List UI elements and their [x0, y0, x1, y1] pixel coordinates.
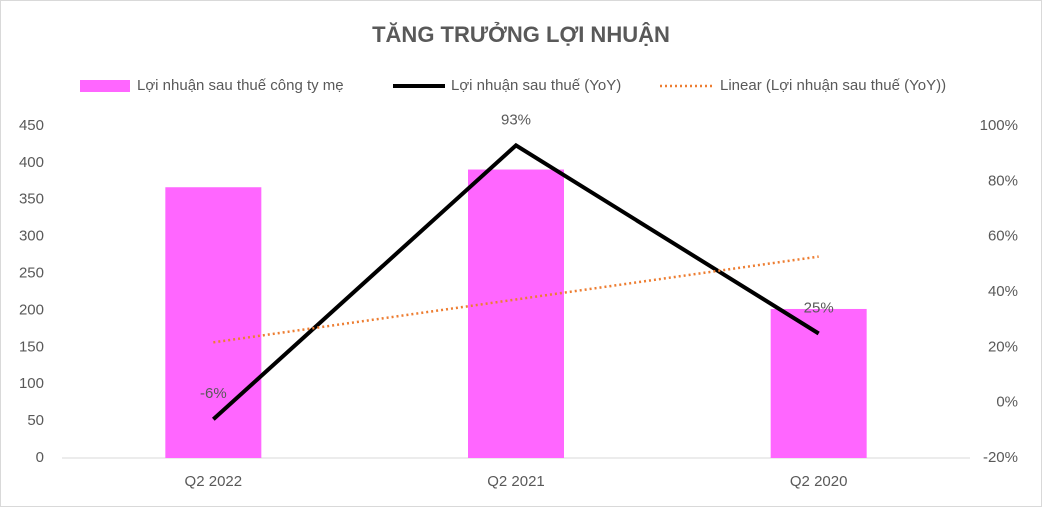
- legend-label: Lợi nhuận sau thuế (YoY): [451, 77, 621, 94]
- bar: [165, 187, 262, 459]
- data-label: -6%: [200, 385, 227, 402]
- x-tick-label: Q2 2020: [790, 473, 848, 490]
- y2-tick-label: 40%: [988, 283, 1018, 300]
- legend-label: Linear (Lợi nhuận sau thuế (YoY)): [720, 77, 946, 94]
- y2-tick-label: 60%: [988, 228, 1018, 245]
- y-tick-label: 350: [19, 191, 44, 208]
- y-tick-label: 250: [19, 265, 44, 282]
- trendline: [213, 255, 819, 344]
- y2-tick-label: 0%: [996, 394, 1018, 411]
- y-tick-label: 0: [36, 449, 44, 466]
- bar: [468, 169, 564, 459]
- legend-label: Lợi nhuận sau thuế công ty mẹ: [137, 77, 344, 94]
- y-tick-label: 200: [19, 301, 44, 318]
- legend-swatch: [80, 80, 130, 92]
- data-label: 93%: [501, 111, 531, 128]
- x-tick-label: Q2 2022: [185, 473, 243, 490]
- y2-tick-label: 80%: [988, 172, 1018, 189]
- y-tick-label: 300: [19, 228, 44, 245]
- y-tick-label: 50: [27, 412, 44, 429]
- y2-tick-label: -20%: [983, 449, 1018, 466]
- data-label: 25%: [804, 299, 834, 316]
- y-tick-label: 450: [19, 117, 44, 134]
- chart-title: TĂNG TRƯỞNG LỢI NHUẬN: [372, 22, 670, 47]
- bar: [770, 308, 867, 458]
- y2-tick-label: 20%: [988, 338, 1018, 355]
- y2-tick-label: 100%: [980, 117, 1018, 134]
- y-tick-label: 150: [19, 338, 44, 355]
- y-tick-label: 100: [19, 375, 44, 392]
- x-tick-label: Q2 2021: [487, 473, 545, 490]
- y-tick-label: 400: [19, 154, 44, 171]
